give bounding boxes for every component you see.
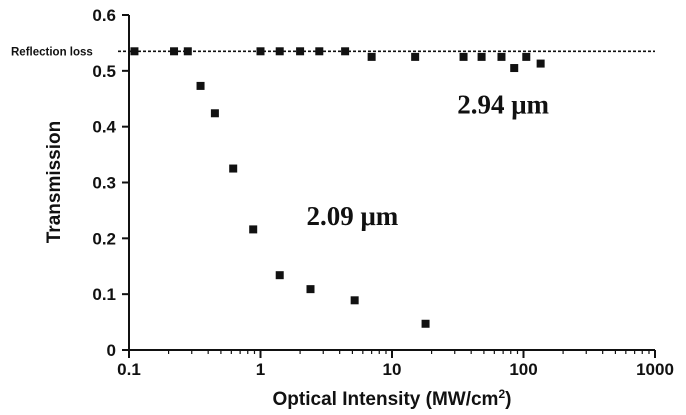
y-tick-label: 0.3 — [92, 174, 116, 193]
y-tick-label: 0.2 — [92, 229, 116, 248]
data-points — [130, 47, 545, 328]
plot-area: 00.10.20.30.40.50.6 0.1 1 10 100 1000 Reflec… — [11, 6, 674, 379]
y-tick-label: 0.4 — [92, 118, 116, 137]
data-point-series-1 — [459, 52, 468, 61]
data-point-series-2 — [421, 319, 430, 328]
reflection-loss-label: Reflection loss — [11, 46, 93, 58]
y-tick-label: 0.1 — [92, 285, 116, 304]
x-axis-title-sup: 2 — [498, 387, 505, 401]
data-point-series-1 — [296, 47, 305, 56]
series-annotation: 2.94 μm — [457, 89, 549, 119]
data-point-series-1 — [275, 47, 284, 56]
data-point-series-1 — [411, 52, 420, 61]
data-point-series-1 — [497, 52, 506, 61]
data-point-series-2 — [350, 296, 359, 305]
data-point-series-2 — [249, 225, 258, 234]
data-point-series-2 — [196, 81, 205, 90]
x-tick-label: 0.1 — [117, 360, 141, 379]
y-tick-label: 0 — [107, 341, 116, 360]
data-point-series-1 — [510, 64, 519, 73]
data-point-series-2 — [210, 109, 219, 118]
x-axis-title-end: ) — [505, 389, 511, 410]
x-ticks: 0.1 1 10 100 1000 — [117, 350, 674, 379]
data-point-series-1 — [341, 47, 350, 56]
x-axis-title-main: Optical Intensity (MW/cm — [273, 389, 499, 410]
x-tick-label: 1000 — [636, 360, 674, 379]
data-point-series-1 — [477, 52, 486, 61]
data-point-series-1 — [367, 52, 376, 61]
data-point-series-2 — [306, 285, 315, 294]
x-tick-label: 1 — [256, 360, 265, 379]
data-point-series-1 — [256, 47, 265, 56]
data-point-series-1 — [130, 47, 139, 56]
x-axis-title: Optical Intensity (MW/cm2) — [273, 387, 512, 410]
data-point-series-1 — [170, 47, 179, 56]
x-tick-label: 100 — [509, 360, 537, 379]
data-point-series-1 — [522, 52, 531, 61]
data-point-series-1 — [536, 59, 545, 68]
y-tick-label: 0.6 — [92, 6, 116, 25]
y-axis-title: Transmission — [44, 121, 65, 244]
x-tick-label: 10 — [383, 360, 402, 379]
data-point-series-2 — [229, 164, 238, 173]
annotations: 2.94 μm 2.09 μm — [307, 89, 550, 231]
series-annotation: 2.09 μm — [307, 201, 399, 231]
y-ticks: 0 0.1 0.2 0.3 0.4 0.5 0.6 — [92, 6, 129, 360]
data-point-series-1 — [183, 47, 192, 56]
data-point-series-2 — [275, 271, 284, 280]
data-point-series-1 — [315, 47, 324, 56]
y-tick-label: 0.5 — [92, 62, 116, 81]
